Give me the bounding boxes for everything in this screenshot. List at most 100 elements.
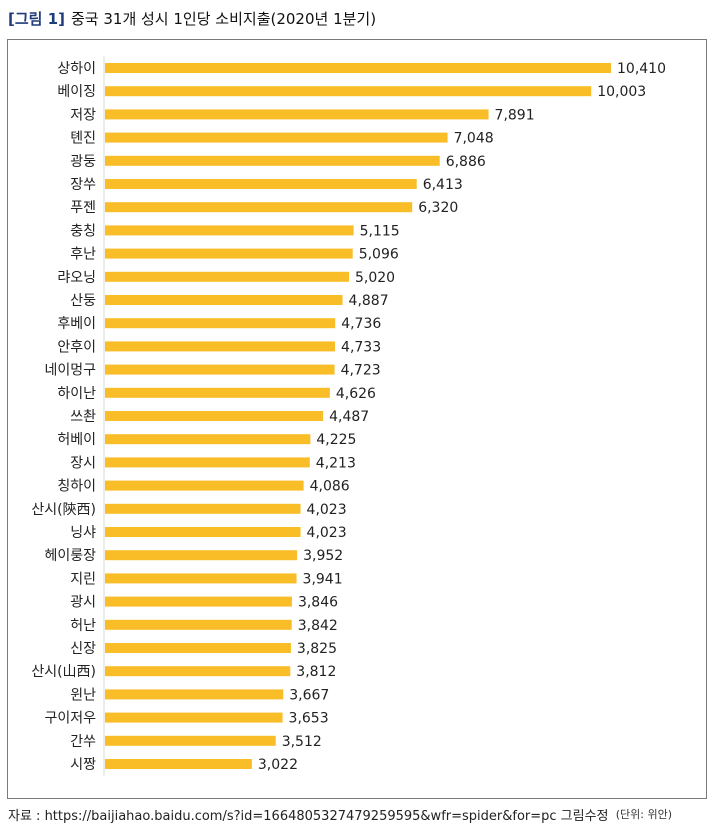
bar	[105, 503, 301, 514]
bar	[105, 573, 297, 584]
category-label: 허베이	[57, 432, 96, 448]
category-label: 푸젠	[70, 200, 96, 216]
category-label: 간쑤	[70, 734, 96, 750]
data-label: 5,020	[355, 270, 395, 286]
category-label: 광시	[70, 595, 96, 611]
bar	[105, 248, 353, 259]
category-label: 산시(陝西)	[31, 502, 96, 518]
data-label: 6,320	[418, 200, 458, 216]
category-label: 장쑤	[70, 177, 96, 193]
bar	[105, 735, 276, 746]
category-label: 광둥	[70, 154, 96, 170]
bar	[105, 155, 440, 166]
category-label: 랴오닝	[57, 270, 96, 286]
data-label: 3,952	[303, 548, 343, 564]
data-label: 4,887	[349, 293, 389, 309]
data-label: 4,487	[329, 409, 369, 425]
bar	[105, 387, 330, 398]
bar	[105, 364, 335, 375]
category-label: 산둥	[70, 293, 96, 309]
bar	[105, 179, 417, 189]
data-label: 4,225	[316, 432, 356, 448]
category-label: 후난	[70, 247, 96, 263]
data-label: 7,891	[495, 107, 535, 123]
category-label: 안후이	[57, 339, 96, 355]
bar	[105, 457, 310, 468]
data-label: 3,846	[298, 595, 338, 611]
bar	[105, 318, 336, 329]
bar	[105, 411, 324, 421]
data-label: 5,096	[359, 247, 399, 263]
data-label: 4,723	[341, 363, 381, 379]
category-label: 저장	[70, 107, 96, 123]
bar	[105, 712, 283, 723]
data-label: 3,512	[282, 734, 322, 750]
bar	[105, 550, 298, 561]
category-label: 허난	[70, 618, 96, 634]
data-label: 5,115	[360, 223, 400, 239]
bar	[105, 295, 343, 305]
source-note: 자료 : https://baijiahao.baidu.com/s?id=16…	[8, 809, 609, 824]
data-label: 4,733	[341, 339, 381, 355]
category-label: 윈난	[70, 687, 96, 703]
data-label: 3,825	[297, 641, 337, 657]
data-label: 10,003	[597, 84, 646, 100]
chart-frame: 상하이 10,410 베이징 10,003 저장 7,891 톈진 7,048 광둥 6,886 장…	[7, 39, 707, 821]
category-label: 톈진	[70, 131, 96, 147]
bar	[105, 86, 592, 97]
data-label: 4,023	[307, 502, 347, 518]
category-label: 충칭	[70, 223, 96, 239]
category-label: 상하이	[57, 61, 96, 77]
category-label: 네이멍구	[44, 363, 96, 379]
data-label: 3,653	[289, 711, 329, 727]
data-label: 3,022	[258, 757, 298, 773]
figure-title: [그림 1] 중국 31개 성시 1인당 소비지출(2020년 1분기)	[8, 9, 376, 29]
bar	[105, 619, 292, 630]
bar	[105, 689, 284, 700]
bar-chart: 상하이 10,410 베이징 10,003 저장 7,891 톈진 7,048 광둥 6,886 장…	[31, 56, 666, 776]
category-label: 칭하이	[57, 479, 96, 495]
bar	[105, 341, 336, 352]
bar	[105, 109, 489, 120]
bar	[105, 643, 291, 653]
figure-number: [그림 1]	[8, 10, 65, 28]
category-label: 닝샤	[70, 525, 96, 541]
data-label: 3,941	[303, 571, 343, 587]
data-label: 4,213	[316, 455, 356, 471]
bar	[105, 596, 292, 607]
data-label: 7,048	[454, 131, 494, 147]
data-label: 3,842	[298, 618, 338, 634]
category-label: 헤이룽장	[44, 548, 96, 564]
bar	[105, 271, 350, 282]
category-label: 장시	[70, 455, 96, 471]
data-label: 3,812	[296, 664, 336, 680]
bar	[105, 527, 301, 537]
data-label: 3,667	[289, 687, 329, 703]
data-label: 4,626	[336, 386, 376, 402]
category-label: 산시(山西)	[31, 664, 96, 680]
bar	[105, 132, 448, 143]
data-label: 4,736	[341, 316, 381, 332]
figure-title-text: 중국 31개 성시 1인당 소비지출(2020년 1분기)	[70, 10, 377, 28]
bar	[105, 759, 252, 769]
data-label: 10,410	[617, 61, 666, 77]
bar	[105, 63, 611, 73]
category-label: 지린	[70, 571, 96, 587]
bar	[105, 480, 304, 491]
category-label: 시짱	[70, 757, 96, 773]
bar	[105, 666, 291, 677]
category-label: 하이난	[57, 386, 96, 402]
bar	[105, 225, 354, 236]
category-label: 후베이	[57, 316, 96, 332]
data-label: 6,413	[423, 177, 463, 193]
data-label: 4,086	[310, 479, 350, 495]
bar	[105, 434, 311, 445]
category-label: 구이저우	[44, 711, 96, 727]
data-label: 4,023	[307, 525, 347, 541]
category-label: 베이징	[57, 84, 96, 100]
unit-note: (단위: 위안)	[615, 808, 672, 821]
data-label: 6,886	[446, 154, 486, 170]
category-label: 신장	[70, 641, 96, 657]
bar	[105, 202, 413, 213]
category-label: 쓰촨	[70, 409, 96, 425]
